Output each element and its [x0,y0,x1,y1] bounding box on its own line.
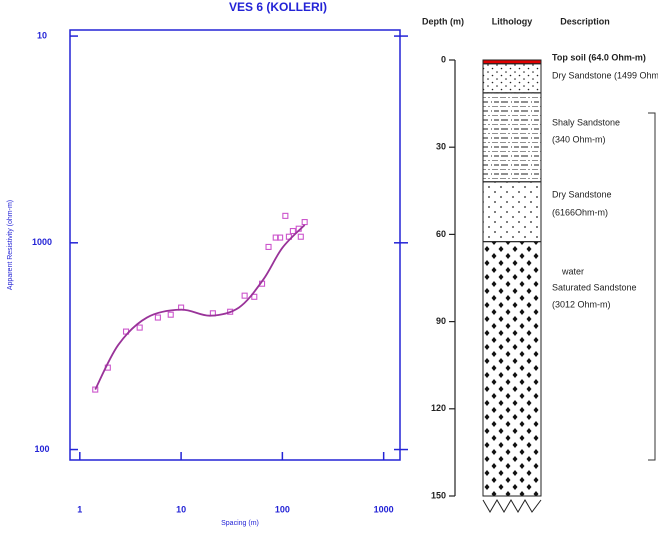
layer-label: Top soil (64.0 Ohm-m) [552,52,646,62]
data-point [265,243,272,250]
data-point [289,227,296,235]
depth-tick-label: 30 [436,142,446,152]
data-point [297,233,304,240]
data-point [241,292,248,299]
x-tick-label: 10 [176,504,186,514]
header: Depth (m) [422,16,464,26]
depth-tick-label: 120 [431,403,446,413]
layer-label: Dry Sandstone [552,189,612,199]
layer-label: (6166Ohm-m) [552,207,608,217]
x-axis-label: Spacing (m) [221,520,259,527]
depth-tick-label: 150 [431,490,446,500]
layer-label: Dry Sandstone (1499 Ohm-m) [552,70,658,80]
data-point [136,324,143,331]
layer-label: (340 Ohm-m) [552,134,606,144]
data-point [301,219,308,226]
data-point [277,234,284,241]
header: Description [560,16,610,26]
layer-label: water [561,266,584,276]
depth-tick-label: 0 [441,54,446,64]
chart-title: VES 6 (KOLLERI) [229,0,327,14]
layer-label: Shaly Sandstone [552,117,620,127]
data-point [282,212,289,219]
layer-label: (3012 Ohm-m) [552,299,611,309]
layer [482,59,542,65]
plot-frame [69,29,401,461]
y-tick-label: 1000 [32,237,52,247]
bracket [648,112,656,461]
data-point [154,314,161,321]
column-break [482,499,542,513]
depth-tick-label: 90 [436,316,446,326]
x-tick-label: 1000 [374,504,394,514]
header: Lithology [492,16,533,26]
data-point [167,311,174,318]
x-tick-label: 1 [77,504,82,514]
data-point [251,293,258,300]
layer [482,241,542,497]
layer [482,63,542,94]
y-tick-label: 100 [34,444,49,454]
layer [482,181,542,243]
layer [482,92,542,183]
y-axis-label: Apparent Resistivity (ohm-m) [7,200,14,290]
model-curve [94,224,306,390]
data-point [92,386,99,393]
layer-label: Saturated Sandstone [552,282,637,292]
depth-tick-label: 60 [436,229,446,239]
data-point [272,234,279,241]
x-tick-label: 100 [275,504,290,514]
y-tick-label: 10 [37,30,47,40]
